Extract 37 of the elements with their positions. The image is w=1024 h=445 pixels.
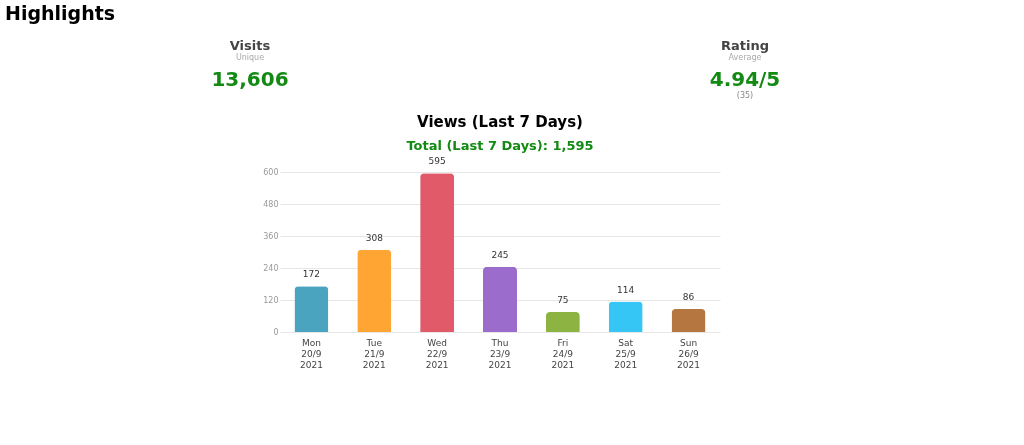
data-label: 245 (491, 249, 509, 260)
text: Highlights (5, 2, 116, 24)
data-label: 114 (617, 284, 635, 295)
x-tick-label: Tue 21/9 2021 (362, 337, 386, 370)
text: (35) (736, 91, 754, 100)
data-label: 75 (557, 295, 569, 305)
bar (671, 309, 706, 332)
y-tick-label: 0 (273, 327, 279, 337)
y-tick-label: 360 (263, 231, 279, 241)
data-label: 308 (365, 232, 384, 243)
x-tick-label: Wed 22/9 2021 (425, 337, 449, 370)
x-tick-label: Sat 25/9 2021 (614, 337, 638, 370)
bar (357, 249, 392, 332)
chart-title: Views (Last 7 Days) (417, 113, 583, 132)
data-label: 172 (302, 269, 321, 280)
text: Visits (229, 38, 271, 53)
text: 4.94/5 (709, 67, 781, 91)
bar (294, 286, 329, 332)
y-tick-label: 120 (263, 295, 279, 305)
x-tick-label: Thu 23/9 2021 (488, 337, 512, 370)
bar (483, 266, 517, 332)
bar (545, 312, 580, 332)
chart-subtitle: Total (Last 7 Days): 1,595 (406, 138, 594, 154)
x-tick-label: Sun 26/9 2021 (677, 337, 701, 370)
x-tick-label: Mon 20/9 2021 (299, 337, 323, 370)
text: 13,606 (211, 67, 289, 91)
x-tick-label: Fri 24/9 2021 (551, 337, 575, 370)
text: Rating (720, 38, 770, 53)
bar (608, 301, 643, 332)
y-tick-label: 600 (263, 167, 279, 177)
bar (420, 173, 455, 332)
y-tick-label: 240 (263, 263, 279, 273)
data-label: 86 (682, 292, 695, 303)
text: Average (728, 53, 762, 62)
data-label: 595 (428, 156, 446, 167)
text: Unique (235, 53, 265, 62)
y-tick-label: 480 (263, 199, 279, 209)
